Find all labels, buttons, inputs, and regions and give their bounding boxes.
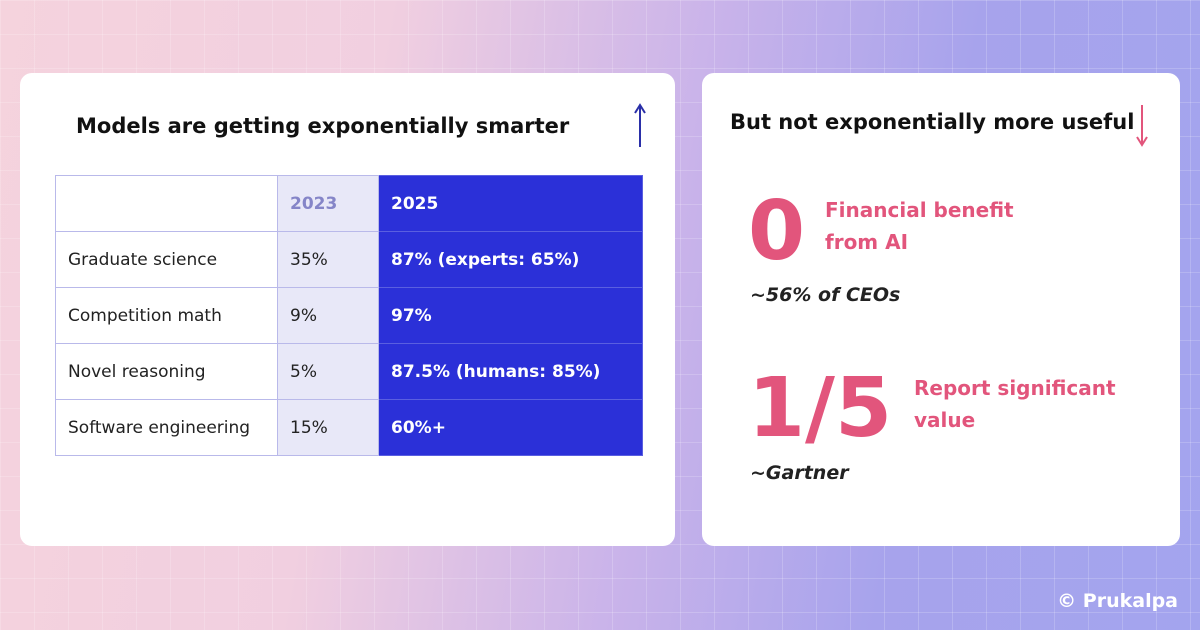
stat-source: ~Gartner — [750, 462, 849, 484]
table-row: Graduate science 35% 87% (experts: 65%) — [55, 231, 643, 288]
header-row: 2023 2025 — [55, 175, 643, 232]
header-cell — [55, 175, 278, 232]
stat-label: Financial benefit from AI — [825, 198, 1014, 254]
table-cell: 97% — [378, 287, 643, 344]
header-cell: 2023 — [277, 175, 379, 232]
stat-label: Report significant value — [914, 376, 1116, 432]
table-cell: 87.5% (humans: 85%) — [378, 343, 643, 400]
comparison-table: 2023 2025 Graduate science 35% 87% (experts:… — [55, 175, 643, 456]
table-cell: 35% — [277, 231, 379, 288]
header-cell: 2025 — [378, 175, 643, 232]
stat-value: 1/5 — [748, 361, 893, 456]
down-arrow — [1136, 105, 1148, 147]
table-cell: 60%+ — [378, 399, 643, 456]
credit: © Prukalpa — [1057, 590, 1178, 612]
right-card: But not exponentially more useful 0 Fina… — [702, 73, 1180, 546]
table-row: Software engineering 15% 60%+ — [55, 399, 643, 456]
card-title: But not exponentially more useful — [730, 110, 1135, 134]
table-cell: Novel reasoning — [55, 343, 278, 400]
table-cell: 5% — [277, 343, 379, 400]
table-cell: 87% (experts: 65%) — [378, 231, 643, 288]
card-title: Models are getting exponentially smarter — [76, 114, 570, 138]
stat-source: ~56% of CEOs — [750, 284, 901, 306]
table-cell: 9% — [277, 287, 379, 344]
table-row: Novel reasoning 5% 87.5% (humans: 85%) — [55, 343, 643, 400]
stat-value: 0 — [748, 184, 806, 279]
table-cell: Graduate science — [55, 231, 278, 288]
up-arrow — [634, 103, 646, 147]
table-cell: Software engineering — [55, 399, 278, 456]
table-cell: Competition math — [55, 287, 278, 344]
table-cell: 15% — [277, 399, 379, 456]
left-card: Models are getting exponentially smarter… — [20, 73, 675, 546]
table-row: Competition math 9% 97% — [55, 287, 643, 344]
